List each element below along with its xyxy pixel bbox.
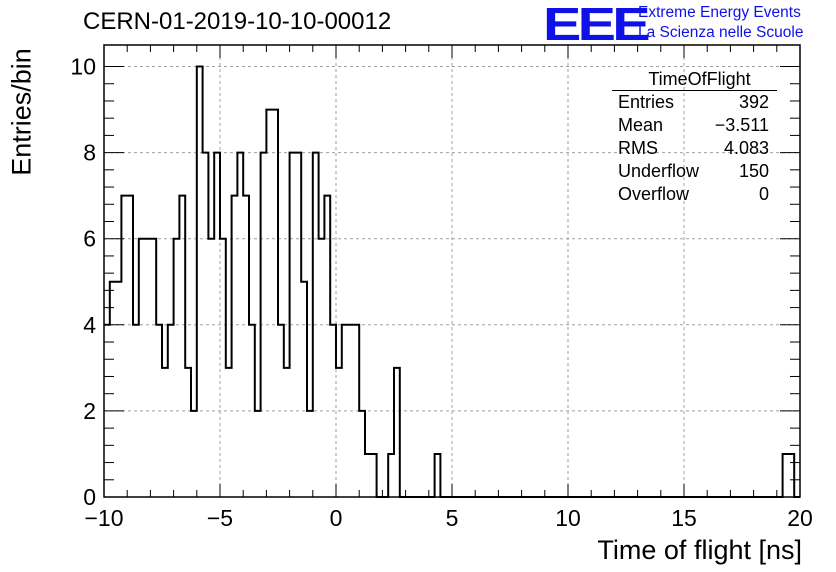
x-tick-label: 20 [787,505,813,531]
stats-title: TimeOfFlight [612,68,777,91]
stats-box: TimeOfFlight Entries 392 Mean −3.511 RMS… [612,68,777,206]
stats-value: −3.511 [714,115,769,135]
x-axis-label: Time of flight [ns] [597,535,802,565]
y-tick-label: 8 [83,140,96,166]
stats-row-rms: RMS 4.083 [612,137,777,160]
stats-value: 4.083 [723,138,769,158]
y-tick-label: 2 [83,398,96,424]
stats-label: Underflow [618,161,700,181]
stats-value: 0 [758,184,769,204]
logo-caption-line1: Extreme Energy Events [638,4,801,21]
y-tick-label: 10 [70,54,96,80]
eee-logo: EEE [543,0,651,50]
stats-label: Entries [618,92,675,112]
y-tick-label: 6 [83,226,96,252]
stats-row-entries: Entries 392 [612,91,777,114]
x-tick-label: −5 [207,505,233,531]
stats-row-overflow: Overflow 0 [612,183,777,206]
x-tick-label: 5 [446,505,459,531]
y-axis-label: Entries/bin [6,48,37,176]
x-tick-label: 0 [330,505,343,531]
stats-row-underflow: Underflow 150 [612,160,777,183]
y-tick-label: 0 [83,484,96,510]
histogram-line [104,65,800,498]
run-title: CERN-01-2019-10-10-00012 [83,8,392,35]
stats-label: RMS [618,138,658,158]
x-tick-label: 15 [671,505,697,531]
logo-caption-line2: La Scienza nelle Scuole [638,24,804,41]
logo-caption: Extreme Energy Events La Scienza nelle S… [638,3,803,43]
x-tick-label: −10 [84,505,123,531]
stats-label: Mean [618,115,664,135]
stats-value: 150 [738,161,769,181]
stats-value: 392 [738,92,769,112]
stats-row-mean: Mean −3.511 [612,114,777,137]
stats-label: Overflow [618,184,690,204]
x-tick-label: 10 [555,505,581,531]
y-tick-label: 4 [83,312,96,338]
